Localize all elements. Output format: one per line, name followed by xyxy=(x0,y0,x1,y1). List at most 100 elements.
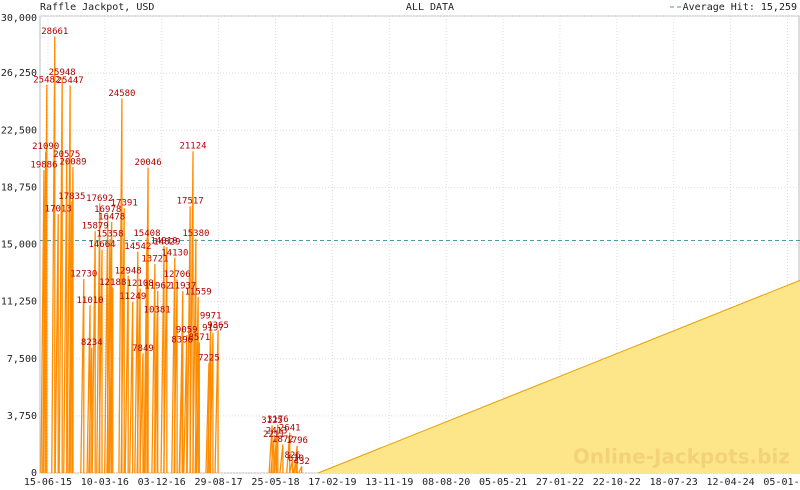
spike xyxy=(63,159,68,474)
spike xyxy=(214,330,219,474)
area-edge xyxy=(317,279,800,474)
x-tick-label: 05-05-21 xyxy=(479,477,527,488)
y-tick-label: 26,250 xyxy=(1,68,37,79)
data-label: 14130 xyxy=(161,248,188,258)
spike xyxy=(270,439,275,474)
data-label: 17013 xyxy=(45,204,72,214)
spike xyxy=(209,332,214,474)
y-tick-label: 7,500 xyxy=(7,354,37,365)
x-tick-label: 05-01-25 xyxy=(763,477,800,488)
data-label: 9365 xyxy=(207,321,229,331)
data-label: 12948 xyxy=(115,266,142,276)
data-label: 8234 xyxy=(81,338,103,348)
data-label: 14542 xyxy=(124,242,151,252)
data-label: 9197 xyxy=(202,323,224,333)
data-label: 11010 xyxy=(77,296,104,306)
x-tick-label: 25-05-18 xyxy=(251,477,299,488)
spike xyxy=(298,466,303,474)
data-label: 12188 xyxy=(99,278,126,288)
data-label: 20046 xyxy=(135,158,162,168)
x-tick-label: 27-01-22 xyxy=(536,477,584,488)
watermark: Online-Jackpots.biz xyxy=(573,445,790,469)
spike xyxy=(118,98,123,474)
spike xyxy=(88,347,93,474)
x-tick-label: 10-03-16 xyxy=(81,477,129,488)
data-label: 12706 xyxy=(164,270,191,280)
spike xyxy=(195,342,200,474)
data-label: 15380 xyxy=(182,229,209,239)
y-tick-label: 22,500 xyxy=(1,125,37,136)
data-label: 15408 xyxy=(133,229,160,239)
y-tick-label: 30,000 xyxy=(1,13,37,24)
data-label: 25447 xyxy=(57,76,84,86)
y-tick-label: 11,250 xyxy=(1,297,37,308)
data-label: 25482 xyxy=(33,75,60,85)
data-label: 21090 xyxy=(32,142,59,152)
spike xyxy=(288,460,294,474)
data-label: 24580 xyxy=(108,89,135,99)
data-label: 10381 xyxy=(144,305,171,315)
data-label: 16978 xyxy=(94,205,121,215)
data-label: 14664 xyxy=(88,240,115,250)
spike xyxy=(173,279,178,474)
data-label: 13721 xyxy=(141,254,168,264)
data-label: 16478 xyxy=(98,212,125,222)
spike xyxy=(189,151,194,474)
spike xyxy=(154,290,159,474)
spike xyxy=(98,249,103,474)
x-tick-label: 22-10-22 xyxy=(593,477,641,488)
x-tick-label: 15-06-15 xyxy=(24,477,72,488)
data-label: 7225 xyxy=(198,353,220,363)
spike xyxy=(69,166,74,474)
spike xyxy=(51,36,56,474)
x-tick-label: 29-08-17 xyxy=(195,477,243,488)
spike xyxy=(160,245,165,474)
data-label: 21124 xyxy=(179,142,206,152)
y-tick-label: 0 xyxy=(31,468,37,479)
spike xyxy=(120,208,125,474)
x-tick-label: 03-12-16 xyxy=(138,477,186,488)
spike xyxy=(124,275,129,474)
data-label: 630 xyxy=(288,454,304,464)
data-label: 826 xyxy=(284,451,300,461)
spike xyxy=(109,287,114,474)
data-label: 2641 xyxy=(279,423,301,433)
data-label: 8396 xyxy=(171,336,193,346)
data-label: 1796 xyxy=(286,436,308,446)
data-label: 432 xyxy=(294,457,310,467)
spike xyxy=(293,445,298,474)
spike xyxy=(186,206,191,474)
spike xyxy=(91,231,96,474)
x-tick-label: 08-08-20 xyxy=(422,477,470,488)
spike xyxy=(139,353,144,474)
data-label: 9971 xyxy=(200,312,222,322)
spike xyxy=(54,213,59,474)
data-label: 7849 xyxy=(132,344,154,354)
data-label: 15358 xyxy=(96,230,123,240)
chart-subtitle: ALL DATA xyxy=(406,2,454,13)
data-label: 20575 xyxy=(53,150,80,160)
data-label: 12108 xyxy=(127,279,154,289)
spike xyxy=(286,432,291,474)
y-tick-label: 15,000 xyxy=(1,240,37,251)
spike xyxy=(80,279,85,474)
spike xyxy=(68,201,73,474)
data-label: 11249 xyxy=(119,292,146,302)
y-tick-label: 3,750 xyxy=(7,411,37,422)
data-label: 17391 xyxy=(111,199,138,209)
data-label: 17835 xyxy=(58,192,85,202)
data-label: 11962 xyxy=(144,281,171,291)
spike xyxy=(179,291,184,474)
data-label: 17692 xyxy=(86,194,113,204)
spike xyxy=(136,288,141,474)
spike xyxy=(129,301,134,474)
spike xyxy=(144,167,149,474)
data-label: 2413 xyxy=(266,427,288,437)
spike xyxy=(183,334,188,474)
data-label: 2211 xyxy=(263,430,285,440)
data-label: 14910 xyxy=(150,236,177,246)
data-label: 1872 xyxy=(272,435,294,445)
chart-title: Raffle Jackpot, USD xyxy=(40,2,154,13)
x-tick-label: 13-11-19 xyxy=(365,477,413,488)
data-label: 15879 xyxy=(82,222,109,232)
